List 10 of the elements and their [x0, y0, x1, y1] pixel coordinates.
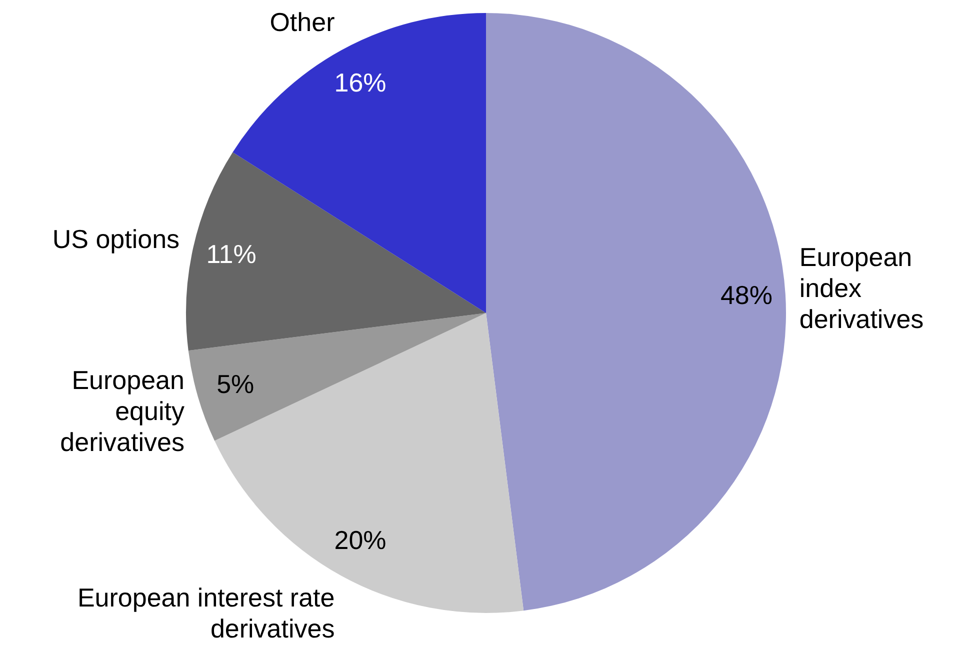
slice-label: Other — [270, 6, 336, 37]
data-label: 16% — [334, 67, 386, 98]
slice-label: European equity derivatives — [60, 365, 184, 458]
data-label: 5% — [216, 368, 254, 399]
slice-label: European index derivatives — [799, 242, 924, 334]
slice-label: European interest rate derivatives — [77, 582, 335, 644]
data-label: 20% — [334, 524, 386, 555]
data-label: 11% — [206, 239, 256, 270]
slice-label: US options — [52, 224, 180, 254]
data-label: 48% — [720, 280, 773, 310]
